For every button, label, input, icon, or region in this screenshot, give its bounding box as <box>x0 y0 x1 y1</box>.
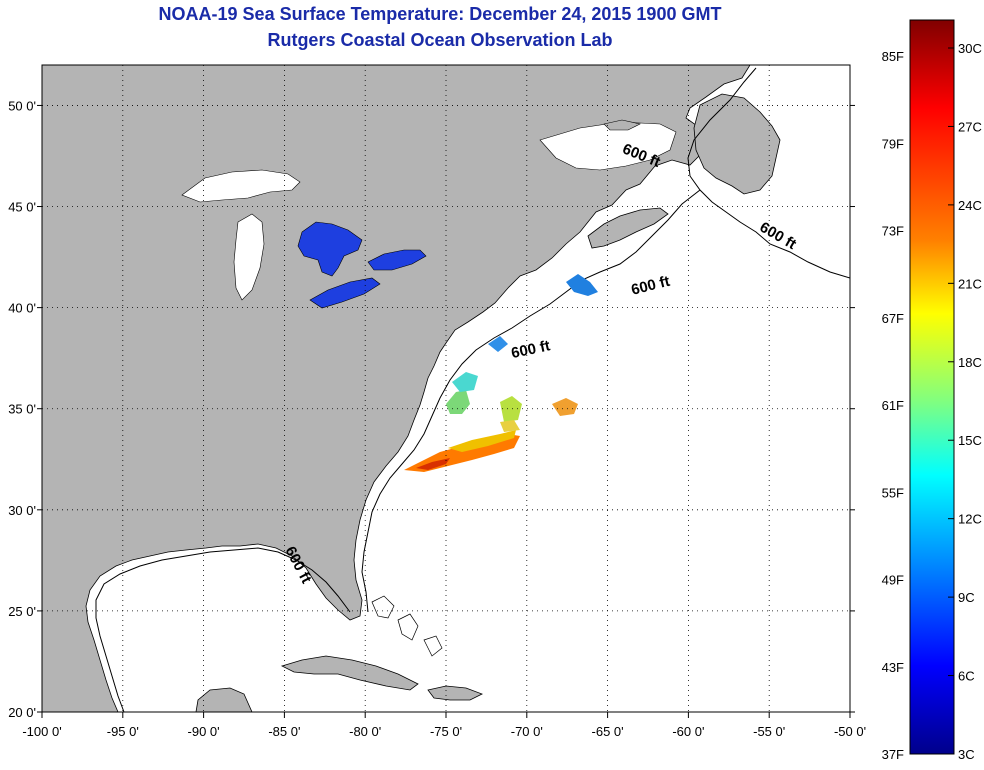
latitude-axis: 20 0' 25 0' 30 0' 35 0' 40 0' 45 0' 50 0' <box>8 98 855 720</box>
colorbar-f-label: 85F <box>882 49 904 64</box>
land-cuba <box>280 655 419 691</box>
sst-green-patch <box>446 390 470 414</box>
sst-yellow-band <box>448 430 516 452</box>
map-subtitle: Rutgers Coastal Ocean Observation Lab <box>267 30 613 50</box>
lat-tick-label: 25 0' <box>8 604 36 619</box>
lake-ontario <box>367 249 427 271</box>
land-yucatan <box>195 687 253 712</box>
lat-tick-label: 30 0' <box>8 503 36 518</box>
lat-tick-label: 45 0' <box>8 200 36 215</box>
sst-hot-core <box>416 458 450 470</box>
colorbar-c-label: 15C <box>958 433 982 448</box>
lon-tick-label: -85 0' <box>268 724 300 739</box>
lon-tick-label: -90 0' <box>188 724 220 739</box>
land-nova-scotia <box>587 207 669 249</box>
colorbar-c-label: 27C <box>958 119 982 134</box>
lon-tick-label: -80 0' <box>349 724 381 739</box>
colorbar-gradient <box>909 19 955 755</box>
colorbar-f-label: 49F <box>882 573 904 588</box>
lon-tick-label: -50 0' <box>834 724 866 739</box>
colorbar-f-label: 55F <box>882 485 904 500</box>
lat-tick-label: 20 0' <box>8 705 36 720</box>
colorbar-c-label: 30C <box>958 41 982 56</box>
colorbar-c-label: 21C <box>958 276 982 291</box>
colorbar-f-label: 79F <box>882 136 904 151</box>
colorbar-celsius-labels: 30C 27C 24C 21C 18C 15C 12C 9C 6C 3C <box>948 41 982 762</box>
sst-blue-nearshore <box>566 274 598 296</box>
lon-tick-label: -60 0' <box>672 724 704 739</box>
colorbar-f-label: 67F <box>882 311 904 326</box>
land-bahamas <box>371 595 443 657</box>
colorbar-c-label: 6C <box>958 669 975 684</box>
land-north-america <box>42 65 751 712</box>
land-anticosti <box>603 119 641 131</box>
colorbar-f-label: 43F <box>882 660 904 675</box>
colorbar-f-label: 73F <box>882 224 904 239</box>
colorbar-c-label: 9C <box>958 590 975 605</box>
lat-tick-label: 40 0' <box>8 301 36 316</box>
land-hispaniola <box>427 685 483 701</box>
colorbar-fahrenheit-labels: 85F 79F 73F 67F 61F 55F 49F 43F 37F <box>882 49 904 762</box>
lon-tick-label: -75 0' <box>430 724 462 739</box>
sst-offshore-patch <box>552 398 578 416</box>
lake-erie <box>309 277 381 309</box>
colorbar-f-label: 37F <box>882 747 904 762</box>
sst-blue-cape-cod <box>488 336 508 352</box>
sst-cyan-patch <box>452 372 478 392</box>
colorbar-c-label: 18C <box>958 355 982 370</box>
sst-yellow-small <box>500 420 520 432</box>
lake-michigan <box>233 213 265 301</box>
lon-tick-label: -100 0' <box>22 724 61 739</box>
isobath-600ft <box>95 67 850 712</box>
lake-superior <box>181 169 301 203</box>
colorbar-c-label: 24C <box>958 198 982 213</box>
colorbar-c-label: 12C <box>958 512 982 527</box>
lon-tick-label: -55 0' <box>753 724 785 739</box>
lat-tick-label: 35 0' <box>8 402 36 417</box>
map-title: NOAA-19 Sea Surface Temperature: Decembe… <box>158 4 722 24</box>
land-newfoundland <box>693 93 781 195</box>
lon-tick-label: -95 0' <box>107 724 139 739</box>
lake-huron <box>297 221 363 277</box>
sst-green-patch-2 <box>500 396 522 422</box>
lon-tick-label: -70 0' <box>511 724 543 739</box>
sst-data <box>404 274 598 472</box>
longitude-axis: -100 0' -95 0' -90 0' -85 0' -80 0' -75 0' -70… <box>22 712 866 739</box>
colorbar-c-label: 3C <box>958 747 975 762</box>
lon-tick-label: -65 0' <box>592 724 624 739</box>
lat-tick-label: 50 0' <box>8 98 36 113</box>
colorbar-f-label: 61F <box>882 398 904 413</box>
